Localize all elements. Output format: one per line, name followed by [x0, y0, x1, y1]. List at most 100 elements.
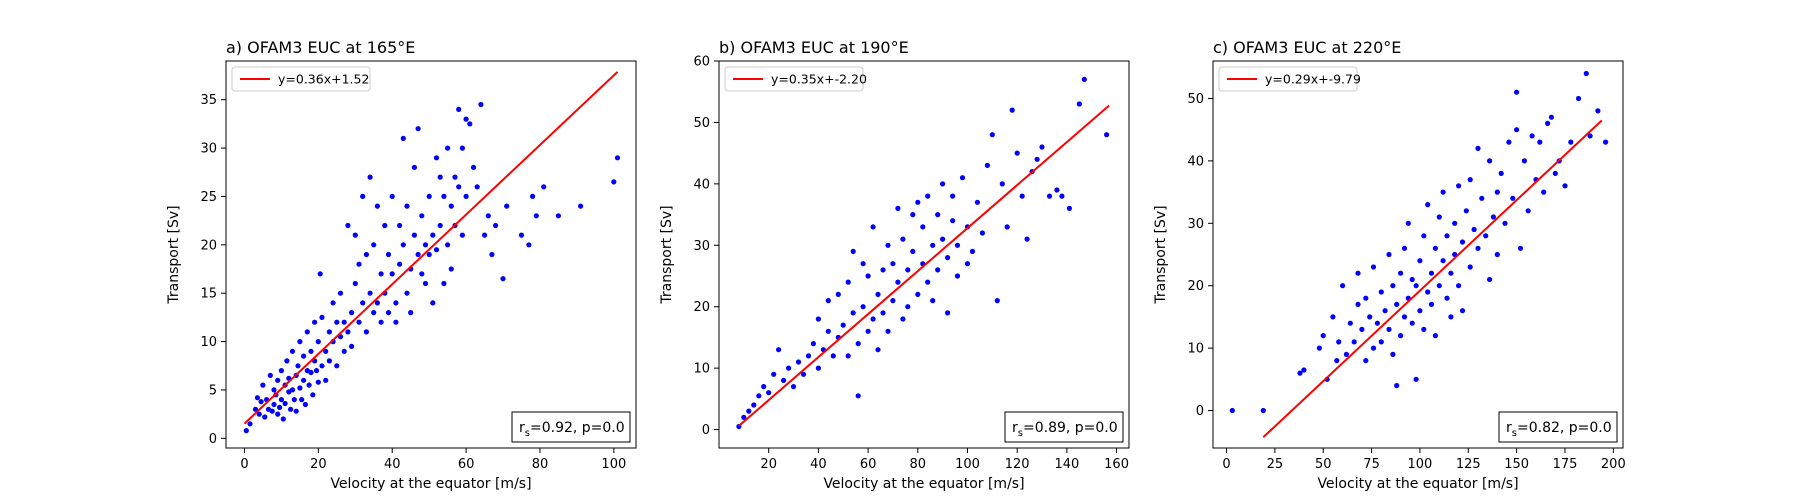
- data-point: [1330, 314, 1336, 320]
- data-point: [334, 319, 340, 325]
- x-tick-label: 160: [1104, 457, 1129, 472]
- data-point: [1428, 301, 1435, 307]
- data-point: [489, 251, 495, 258]
- data-point: [1494, 251, 1500, 258]
- data-point: [1475, 245, 1481, 251]
- data-point: [299, 397, 305, 403]
- data-point: [950, 193, 956, 199]
- data-point: [756, 393, 762, 399]
- data-point: [356, 319, 362, 325]
- data-point: [1541, 189, 1547, 195]
- data-point: [1494, 189, 1500, 195]
- data-point: [1459, 308, 1466, 314]
- data-point: [267, 372, 273, 378]
- data-point: [356, 261, 362, 267]
- data-point: [1502, 220, 1508, 226]
- x-tick-label: 125: [1456, 457, 1481, 472]
- data-point: [1483, 233, 1489, 239]
- data-point: [1467, 264, 1473, 270]
- data-point: [463, 193, 469, 199]
- data-point: [741, 414, 747, 420]
- stat-box: rs=0.89, p=0.0: [1004, 411, 1124, 443]
- data-point: [845, 353, 851, 359]
- data-point: [1340, 283, 1346, 289]
- data-point: [1517, 245, 1524, 251]
- data-point: [360, 193, 366, 199]
- data-point: [1545, 120, 1551, 126]
- data-point: [326, 329, 332, 335]
- data-point: [915, 291, 921, 297]
- data-point: [317, 271, 323, 277]
- data-point: [1370, 345, 1377, 351]
- data-point: [541, 184, 547, 190]
- data-point: [341, 348, 347, 354]
- data-point: [1413, 376, 1419, 382]
- data-point: [925, 193, 931, 199]
- data-point: [474, 184, 480, 190]
- data-point: [1444, 233, 1450, 239]
- x-tick-label: 150: [1504, 457, 1529, 472]
- data-point: [411, 164, 417, 170]
- data-point: [426, 193, 432, 199]
- data-point: [297, 339, 303, 345]
- data-point: [275, 377, 281, 383]
- data-point: [1301, 367, 1307, 373]
- data-point: [1398, 270, 1404, 276]
- data-point: [786, 365, 792, 371]
- x-tick-label: 200: [1601, 457, 1626, 472]
- data-point: [865, 273, 871, 279]
- data-point: [865, 328, 871, 334]
- data-point: [254, 395, 260, 401]
- data-point: [920, 224, 926, 230]
- data-point: [530, 193, 536, 199]
- data-point: [1066, 205, 1072, 211]
- data-point: [1409, 320, 1415, 326]
- data-point: [518, 232, 525, 238]
- stat-r: r: [1012, 420, 1018, 436]
- data-point: [875, 291, 881, 297]
- data-point: [795, 359, 802, 365]
- data-point: [989, 132, 995, 138]
- data-point: [367, 290, 373, 296]
- data-point: [408, 310, 414, 316]
- scatter-points: [1229, 70, 1609, 414]
- data-point: [533, 213, 539, 219]
- data-point: [614, 155, 621, 161]
- y-tick-label: 50: [693, 116, 710, 131]
- data-point: [870, 316, 876, 322]
- data-point: [293, 408, 299, 414]
- data-point: [761, 384, 767, 390]
- data-point: [959, 175, 966, 181]
- data-point: [256, 411, 262, 417]
- data-point: [1320, 333, 1326, 339]
- chart-title: a) OFAM3 EUC at 165°E: [226, 38, 415, 57]
- stat-box: rs=0.92, p=0.0: [511, 411, 631, 443]
- data-point: [1498, 170, 1504, 176]
- y-tick-label: 0: [1196, 404, 1204, 419]
- data-point: [422, 242, 429, 248]
- data-point: [940, 181, 946, 187]
- data-point: [310, 392, 316, 398]
- data-point: [1490, 214, 1496, 220]
- data-point: [950, 218, 956, 224]
- data-point: [954, 242, 961, 248]
- data-point: [393, 300, 399, 306]
- data-point: [611, 179, 617, 185]
- data-point: [260, 382, 266, 388]
- data-point: [1421, 326, 1427, 332]
- x-tick-label: 100: [955, 457, 980, 472]
- data-point: [1425, 202, 1431, 208]
- data-point: [319, 314, 325, 320]
- stat-value: =0.89, p=0.0: [1023, 420, 1118, 436]
- data-point: [1401, 245, 1408, 251]
- data-point: [397, 261, 403, 267]
- data-point: [1104, 132, 1110, 138]
- data-point: [459, 232, 465, 238]
- data-point: [334, 363, 340, 369]
- y-axis-label: Transport [Sv]: [1153, 205, 1169, 304]
- data-point: [880, 310, 886, 316]
- data-point: [526, 242, 532, 248]
- data-point: [1417, 258, 1423, 264]
- data-point: [1374, 320, 1380, 326]
- data-point: [830, 353, 836, 359]
